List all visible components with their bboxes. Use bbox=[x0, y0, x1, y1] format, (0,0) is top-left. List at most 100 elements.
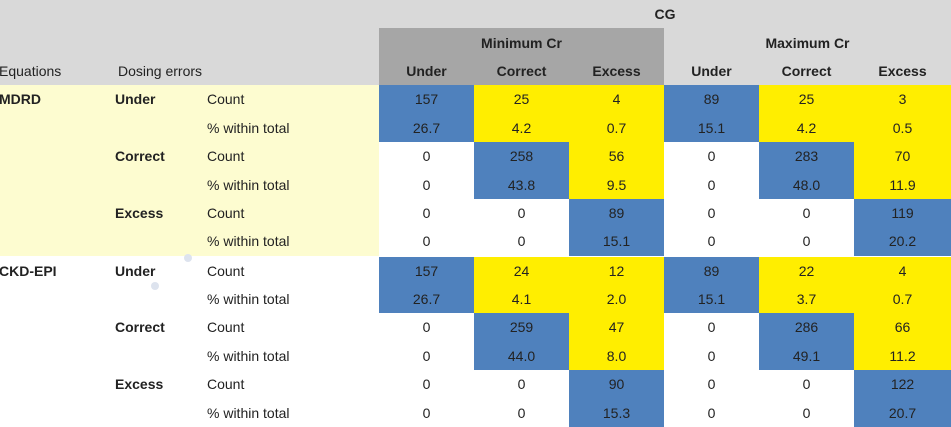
header-row-columns: Equations Dosing errors Under Correct Ex… bbox=[0, 56, 951, 86]
maximum-cr-header: Maximum Cr bbox=[664, 28, 951, 57]
table-row: % within total 26.7 4.1 2.0 15.1 3.7 0.7 bbox=[0, 284, 951, 314]
value-cell-correct-max: 4.2 bbox=[759, 113, 854, 142]
stat-label: Count bbox=[207, 255, 379, 285]
stat-label: % within total bbox=[207, 291, 290, 308]
value-cell-under-max: 0 bbox=[664, 170, 759, 199]
equation-label bbox=[0, 398, 115, 426]
header-row-cg: CG bbox=[0, 0, 951, 29]
value-cell-correct-max: 25 bbox=[759, 85, 854, 114]
value-cell-under-min: 26.7 bbox=[379, 284, 474, 314]
value-cell-under-min: 0 bbox=[379, 170, 474, 199]
table-row: Excess Count 0 0 90 0 0 122 bbox=[0, 370, 951, 399]
header-blank bbox=[0, 28, 379, 57]
equation-label bbox=[0, 342, 115, 370]
cg-header: CG bbox=[379, 0, 951, 29]
value-cell-under-min: 157 bbox=[379, 255, 474, 285]
value-cell-excess-min: 15.3 bbox=[569, 398, 664, 427]
value-cell-excess-min: 90 bbox=[569, 370, 664, 399]
table-row: Excess Count 0 0 89 0 0 119 bbox=[0, 198, 951, 228]
value-cell-excess-max: 20.2 bbox=[854, 227, 951, 257]
table-row: CKD-EPI Under Count 157 24 12 89 22 4 bbox=[0, 255, 951, 285]
value-cell-excess-min: 0.7 bbox=[569, 113, 664, 142]
dosing-error-label: Under bbox=[115, 255, 207, 285]
value-cell-excess-min: 89 bbox=[569, 198, 664, 228]
value-cell-correct-min: 44.0 bbox=[474, 341, 569, 371]
value-cell-correct-min: 24 bbox=[474, 255, 569, 285]
value-cell-correct-min: 43.8 bbox=[474, 170, 569, 199]
value-cell-excess-max: 122 bbox=[854, 370, 951, 399]
stat-label: Count bbox=[207, 319, 245, 336]
equation-label bbox=[0, 313, 115, 341]
value-cell-excess-min: 12 bbox=[569, 255, 664, 285]
value-cell-correct-max: 3.7 bbox=[759, 284, 854, 314]
value-cell-excess-max: 11.2 bbox=[854, 341, 951, 371]
stat-label: % within total bbox=[207, 227, 379, 257]
table-row: Correct Count 0 259 47 0 286 66 bbox=[0, 313, 951, 342]
value-cell-correct-max: 48.0 bbox=[759, 170, 854, 199]
value-cell-under-max: 0 bbox=[664, 313, 759, 342]
equation-label bbox=[0, 370, 115, 398]
table-row: MDRD Under Count 157 25 4 89 25 3 bbox=[0, 85, 951, 114]
header-row-cr: Minimum Cr Maximum Cr bbox=[0, 28, 951, 57]
equations-header: Equations bbox=[0, 56, 115, 86]
value-cell-excess-min: 15.1 bbox=[569, 227, 664, 257]
table-body: MDRD Under Count 157 25 4 89 25 3% within total 2… bbox=[0, 85, 951, 427]
value-cell-excess-min: 9.5 bbox=[569, 170, 664, 199]
dosing-error-label bbox=[115, 342, 207, 370]
dosing-error-label bbox=[115, 285, 207, 313]
table-row: % within total 0 0 15.3 0 0 20.7 bbox=[0, 398, 951, 427]
value-cell-excess-max: 66 bbox=[854, 313, 951, 342]
value-cell-correct-min: 0 bbox=[474, 198, 569, 228]
value-cell-under-min: 0 bbox=[379, 313, 474, 342]
value-cell-under-min: 0 bbox=[379, 398, 474, 427]
table-row: % within total 0 43.8 9.5 0 48.0 11.9 bbox=[0, 170, 951, 199]
table-row: % within total 0 44.0 8.0 0 49.1 11.2 bbox=[0, 341, 951, 371]
value-cell-correct-min: 0 bbox=[474, 227, 569, 257]
value-cell-under-max: 0 bbox=[664, 227, 759, 257]
stat-label: % within total bbox=[207, 347, 290, 364]
value-cell-under-max: 0 bbox=[664, 141, 759, 171]
dosing-error-label bbox=[115, 170, 207, 199]
column-header-excess: Excess bbox=[569, 56, 664, 86]
value-cell-correct-max: 22 bbox=[759, 255, 854, 285]
minimum-cr-header: Minimum Cr bbox=[379, 28, 664, 57]
dosing-errors-header: Dosing errors bbox=[115, 56, 379, 86]
value-cell-excess-min: 47 bbox=[569, 313, 664, 342]
value-cell-correct-max: 0 bbox=[759, 398, 854, 427]
table-row: % within total 26.7 4.2 0.7 15.1 4.2 0.5 bbox=[0, 113, 951, 142]
value-cell-under-min: 0 bbox=[379, 141, 474, 171]
value-cell-correct-max: 0 bbox=[759, 227, 854, 257]
table-row: % within total 0 0 15.1 0 0 20.2 bbox=[0, 227, 951, 257]
value-cell-correct-min: 25 bbox=[474, 85, 569, 114]
dosing-error-label bbox=[115, 398, 207, 426]
equation-label bbox=[0, 198, 115, 228]
value-cell-correct-max: 49.1 bbox=[759, 341, 854, 371]
value-cell-excess-max: 20.7 bbox=[854, 398, 951, 427]
value-cell-excess-max: 4 bbox=[854, 255, 951, 285]
value-cell-under-max: 0 bbox=[664, 198, 759, 228]
value-cell-correct-max: 286 bbox=[759, 313, 854, 342]
column-header-correct: Correct bbox=[474, 56, 569, 86]
value-cell-excess-max: 119 bbox=[854, 198, 951, 228]
value-cell-under-max: 0 bbox=[664, 370, 759, 399]
equation-label bbox=[0, 113, 115, 142]
value-cell-under-max: 15.1 bbox=[664, 284, 759, 314]
value-cell-excess-max: 11.9 bbox=[854, 170, 951, 199]
equation-label bbox=[0, 227, 115, 257]
value-cell-excess-max: 70 bbox=[854, 141, 951, 171]
value-cell-correct-min: 259 bbox=[474, 313, 569, 342]
stat-label: Count bbox=[207, 141, 379, 171]
stat-label: % within total bbox=[207, 170, 379, 199]
value-cell-excess-min: 56 bbox=[569, 141, 664, 171]
value-cell-excess-min: 4 bbox=[569, 85, 664, 114]
column-header-correct: Correct bbox=[759, 56, 854, 86]
value-cell-under-max: 0 bbox=[664, 398, 759, 427]
header-blank bbox=[0, 0, 379, 29]
value-cell-under-max: 15.1 bbox=[664, 113, 759, 142]
value-cell-under-min: 0 bbox=[379, 370, 474, 399]
stat-label: Count bbox=[207, 198, 379, 228]
stat-label: % within total bbox=[207, 113, 379, 142]
dosing-error-label: Correct bbox=[115, 319, 165, 336]
column-header-under: Under bbox=[379, 56, 474, 86]
